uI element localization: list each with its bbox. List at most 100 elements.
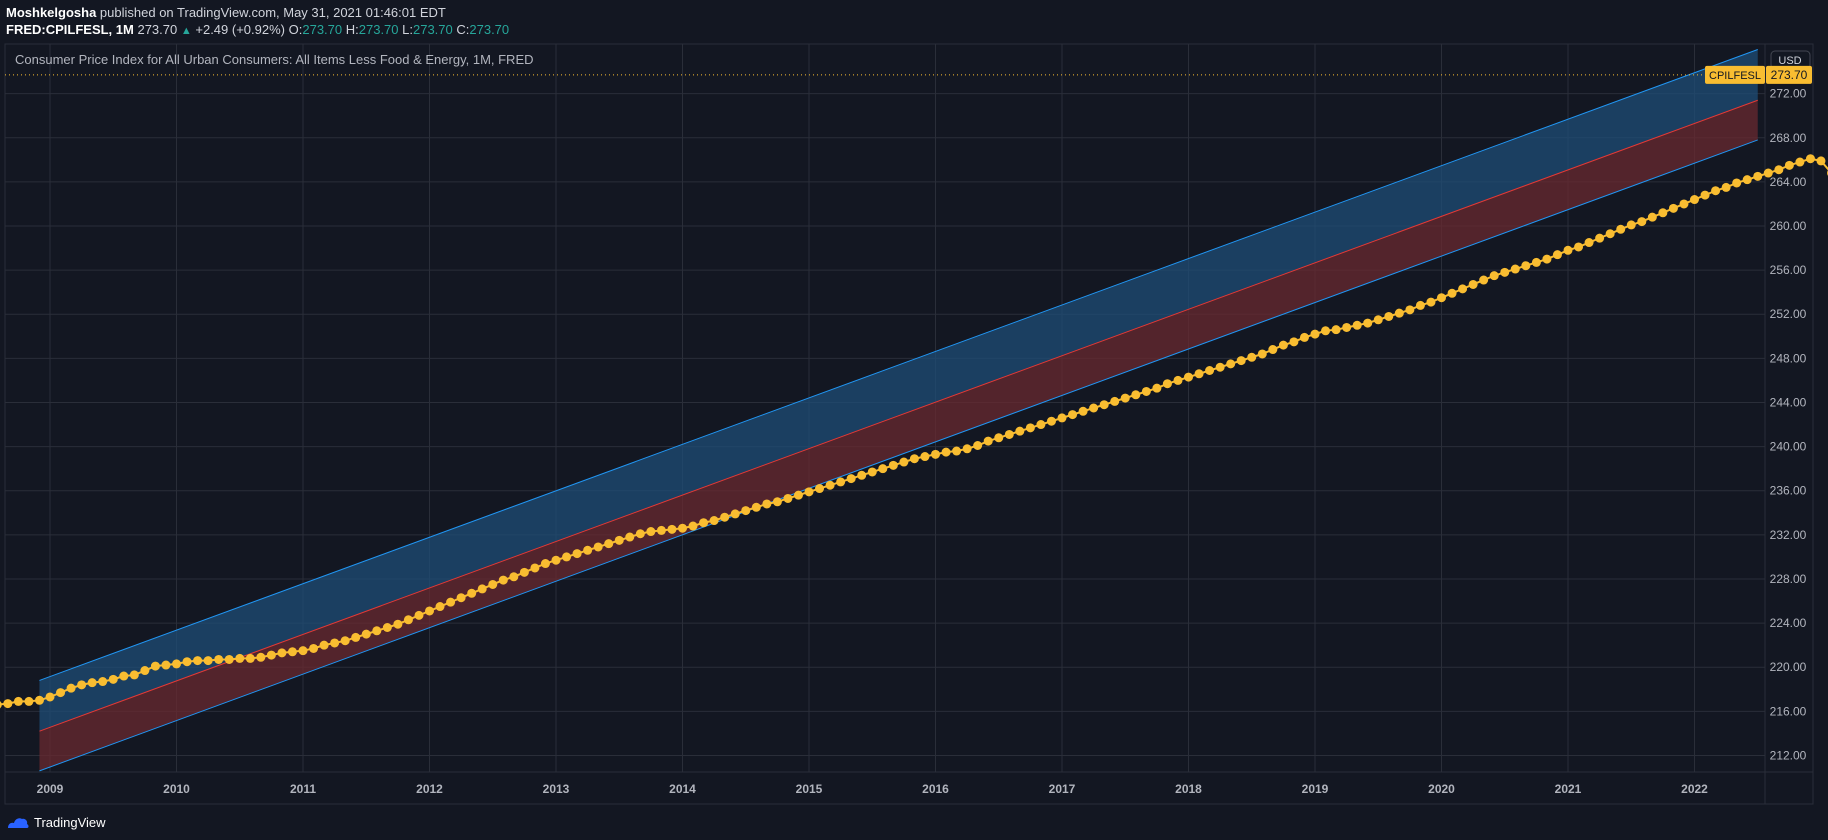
author-name[interactable]: Moshkelgosha xyxy=(6,5,97,20)
x-tick-label: 2016 xyxy=(922,782,949,796)
series-point xyxy=(382,623,392,633)
series-point xyxy=(1679,199,1689,209)
series-point xyxy=(1584,238,1594,248)
series-point xyxy=(193,656,203,666)
series-point xyxy=(1194,369,1204,379)
y-tick-label: 240.00 xyxy=(1770,440,1807,454)
series-point xyxy=(1046,416,1056,426)
series-point xyxy=(593,542,603,552)
lower-channel-band xyxy=(39,100,1758,771)
series-point xyxy=(1426,297,1436,307)
regression-channel xyxy=(39,49,1758,772)
series-point xyxy=(941,447,951,457)
last-price-labels: CPILFESL 273.70 xyxy=(5,65,1812,84)
brand-name[interactable]: TradingView xyxy=(34,814,106,830)
y-tick-label: 244.00 xyxy=(1770,395,1807,409)
series-point xyxy=(1099,400,1109,410)
series-point xyxy=(498,575,508,585)
y-tick-label: 268.00 xyxy=(1770,131,1807,145)
x-tick-label: 2020 xyxy=(1428,782,1455,796)
series-point xyxy=(1373,315,1383,325)
open-value: 273.70 xyxy=(302,22,343,37)
series-point xyxy=(1816,156,1826,166)
series-point xyxy=(793,490,803,500)
series-point xyxy=(98,677,108,687)
series-point xyxy=(783,493,793,503)
series-point xyxy=(688,521,698,531)
last-price-tag xyxy=(1766,65,1812,84)
x-tick-label: 2013 xyxy=(543,782,570,796)
series-point xyxy=(24,696,34,706)
series-point xyxy=(372,626,382,636)
series-point xyxy=(1658,208,1668,218)
series-point xyxy=(1384,311,1394,321)
series-point xyxy=(1141,386,1151,396)
series-point xyxy=(1753,171,1763,181)
chart-title: Consumer Price Index for All Urban Consu… xyxy=(15,52,534,67)
series-point xyxy=(56,688,66,698)
x-tick-label: 2017 xyxy=(1049,782,1076,796)
y-tick-label: 220.00 xyxy=(1770,660,1807,674)
series-point xyxy=(635,529,645,539)
y-tick-label: 232.00 xyxy=(1770,528,1807,542)
y-tick-label: 272.00 xyxy=(1770,87,1807,101)
series-point xyxy=(709,516,719,526)
series-point xyxy=(150,661,160,671)
x-tick-label: 2015 xyxy=(796,782,823,796)
series-point xyxy=(1120,393,1130,403)
series-point xyxy=(1405,305,1415,315)
y-tick-label: 252.00 xyxy=(1770,307,1807,321)
series-point xyxy=(1774,165,1784,175)
series-point xyxy=(1616,224,1626,234)
series-point xyxy=(1363,318,1373,328)
series-point xyxy=(1637,217,1647,227)
series-point xyxy=(435,602,445,612)
series-point xyxy=(1089,403,1099,413)
x-tick-label: 2018 xyxy=(1175,782,1202,796)
series-point xyxy=(1742,175,1752,185)
series-point xyxy=(1015,426,1025,436)
series-point xyxy=(119,671,129,681)
series-point xyxy=(340,636,350,646)
x-tick-label: 2019 xyxy=(1302,782,1329,796)
series-point xyxy=(1732,178,1742,188)
axes: 212.00 216.00 220.00 224.00 228.00 232.00 236.… xyxy=(37,87,1807,796)
series-point xyxy=(1711,186,1721,196)
series-point xyxy=(1025,423,1035,433)
series-point xyxy=(1668,203,1678,213)
series-point xyxy=(994,433,1004,443)
series-point xyxy=(1595,233,1605,243)
series-point xyxy=(1268,345,1278,355)
currency-label: USD xyxy=(1778,55,1801,67)
series-point xyxy=(1510,264,1520,274)
series-point xyxy=(1563,245,1573,255)
series-point xyxy=(1605,229,1615,239)
series-point xyxy=(920,452,930,462)
series-point xyxy=(1721,182,1731,192)
series-point xyxy=(66,683,76,693)
series-point xyxy=(1690,195,1699,205)
close-label: C: xyxy=(456,22,470,37)
series-point xyxy=(1647,212,1657,222)
series-point xyxy=(361,629,371,639)
series-point xyxy=(572,549,582,559)
series-point xyxy=(751,502,761,512)
series-point xyxy=(1626,220,1636,230)
series-point xyxy=(287,647,297,657)
chart-header: Moshkelgosha published on TradingView.co… xyxy=(6,4,1806,40)
series-point xyxy=(1110,396,1120,406)
upper-channel-line xyxy=(39,49,1758,681)
series-point xyxy=(857,470,867,480)
series-point xyxy=(1521,261,1531,271)
y-tick-label: 224.00 xyxy=(1770,616,1807,630)
series-point xyxy=(656,525,666,535)
series-point xyxy=(161,660,171,670)
series-point xyxy=(214,654,224,664)
last-price-value: 273.70 xyxy=(1771,68,1808,82)
last-price: 273.70 xyxy=(137,22,178,37)
series-point xyxy=(530,563,540,573)
series-point xyxy=(245,653,255,663)
series-point xyxy=(1447,288,1457,298)
y-tick-label: 236.00 xyxy=(1770,484,1807,498)
